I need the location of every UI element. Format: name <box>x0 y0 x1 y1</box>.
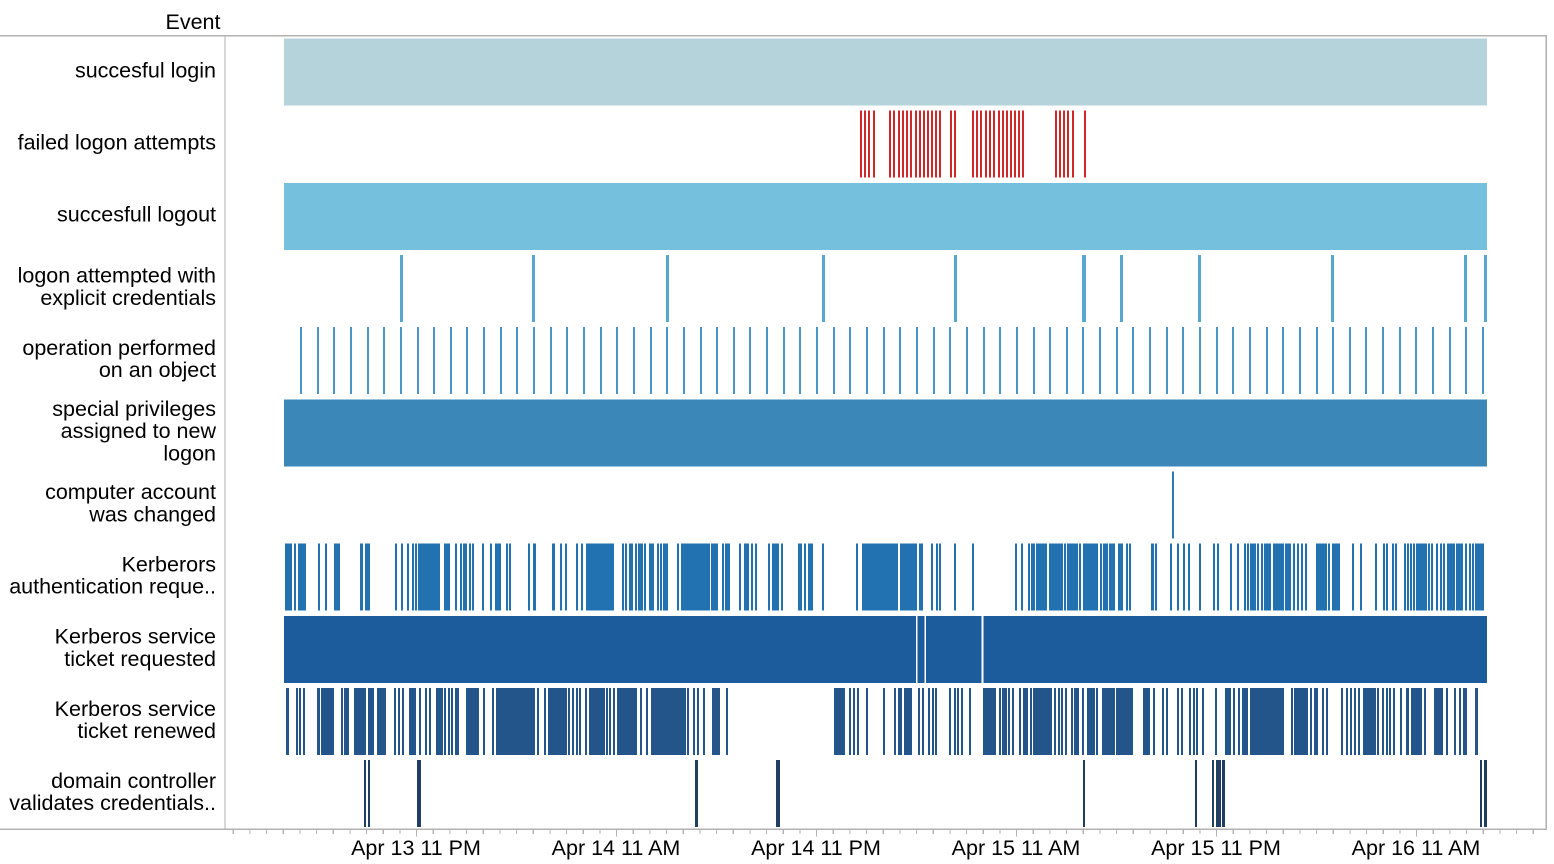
svg-text:Apr 14 11 AM: Apr 14 11 AM <box>552 836 681 860</box>
svg-text:special privileges: special privileges <box>52 397 216 421</box>
svg-text:explicit credentials: explicit credentials <box>40 286 216 310</box>
svg-text:Apr 16 11 AM: Apr 16 11 AM <box>1352 836 1481 860</box>
svg-text:validates credentials..: validates credentials.. <box>9 791 216 815</box>
svg-text:Kerberors: Kerberors <box>122 552 216 576</box>
svg-text:logon attempted with: logon attempted with <box>18 264 216 288</box>
svg-text:Apr 15 11 PM: Apr 15 11 PM <box>1151 836 1281 860</box>
svg-text:ticket renewed: ticket renewed <box>77 719 216 743</box>
svg-text:assigned to new: assigned to new <box>61 419 217 443</box>
svg-text:Kerberos service: Kerberos service <box>55 697 216 721</box>
svg-text:Apr 14 11 PM: Apr 14 11 PM <box>751 836 881 860</box>
svg-text:computer account: computer account <box>45 480 216 504</box>
svg-text:Apr 15 11 AM: Apr 15 11 AM <box>952 836 1081 860</box>
svg-text:succesful login: succesful login <box>75 58 216 82</box>
svg-text:operation performed: operation performed <box>22 336 216 360</box>
svg-text:on an object: on an object <box>99 358 216 382</box>
svg-text:failed logon attempts: failed logon attempts <box>18 131 216 155</box>
svg-text:Apr 13 11 PM: Apr 13 11 PM <box>351 836 481 860</box>
svg-text:was changed: was changed <box>88 503 216 527</box>
svg-text:domain controller: domain controller <box>51 769 216 793</box>
svg-text:authentication reque..: authentication reque.. <box>9 575 216 599</box>
svg-text:succesfull logout: succesfull logout <box>57 203 216 227</box>
svg-text:Kerberos service: Kerberos service <box>55 625 216 649</box>
svg-text:Event: Event <box>166 10 221 34</box>
svg-text:ticket requested: ticket requested <box>64 647 216 671</box>
svg-text:logon: logon <box>163 442 216 466</box>
